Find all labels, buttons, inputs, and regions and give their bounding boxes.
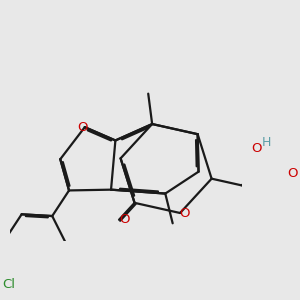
Text: O: O — [77, 121, 87, 134]
Text: O: O — [251, 142, 262, 155]
Text: H: H — [262, 136, 271, 148]
Text: O: O — [119, 213, 130, 226]
Text: O: O — [288, 167, 298, 180]
Text: O: O — [179, 206, 190, 220]
Text: Cl: Cl — [2, 278, 15, 291]
